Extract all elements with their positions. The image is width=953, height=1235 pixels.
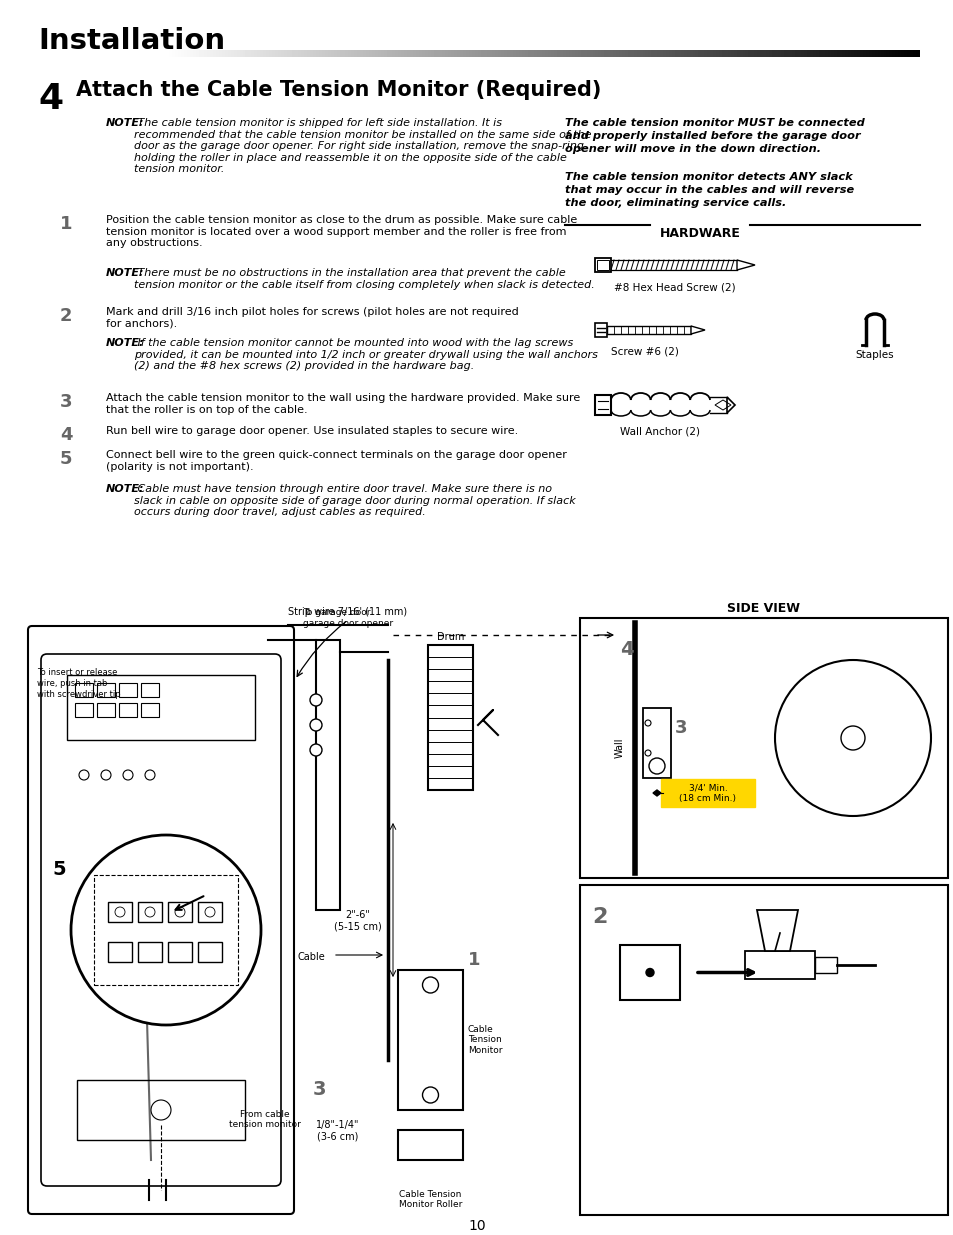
Bar bbox=[138, 902, 162, 923]
Text: The cable tension monitor MUST be connected
and properly installed before the ga: The cable tension monitor MUST be connec… bbox=[564, 119, 863, 154]
Bar bbox=[97, 683, 115, 697]
Text: To garage door: To garage door bbox=[303, 608, 370, 618]
Text: 3: 3 bbox=[675, 719, 687, 737]
Text: The cable tension monitor detects ANY slack
that may occur in the cables and wil: The cable tension monitor detects ANY sl… bbox=[564, 172, 853, 209]
Text: Position the cable tension monitor as close to the drum as possible. Make sure c: Position the cable tension monitor as cl… bbox=[106, 215, 577, 248]
Text: #8 Hex Head Screw (2): #8 Hex Head Screw (2) bbox=[614, 283, 735, 293]
Bar bbox=[397, 969, 462, 1110]
Bar bbox=[642, 708, 670, 778]
Text: NOTE:: NOTE: bbox=[106, 338, 144, 348]
Polygon shape bbox=[757, 910, 797, 951]
Text: 3: 3 bbox=[60, 393, 72, 411]
Circle shape bbox=[71, 835, 261, 1025]
Text: Screw #6 (2): Screw #6 (2) bbox=[611, 347, 679, 357]
Bar bbox=[75, 703, 92, 718]
Text: 3/4' Min.
(18 cm Min.): 3/4' Min. (18 cm Min.) bbox=[679, 783, 736, 803]
Bar bbox=[168, 942, 192, 962]
Bar bbox=[97, 703, 115, 718]
Circle shape bbox=[841, 726, 864, 750]
Polygon shape bbox=[690, 326, 704, 333]
Text: From cable
tension monitor: From cable tension monitor bbox=[229, 1110, 300, 1129]
Circle shape bbox=[310, 743, 322, 756]
Bar bbox=[579, 885, 947, 1215]
Text: HARDWARE: HARDWARE bbox=[659, 227, 740, 240]
Text: Installation: Installation bbox=[38, 27, 225, 56]
Text: 4: 4 bbox=[38, 82, 63, 116]
Circle shape bbox=[310, 694, 322, 706]
Bar bbox=[198, 942, 222, 962]
Text: If the cable tension monitor cannot be mounted into wood with the lag screws
pro: If the cable tension monitor cannot be m… bbox=[133, 338, 598, 372]
Text: 3: 3 bbox=[313, 1079, 326, 1099]
Bar bbox=[94, 876, 237, 986]
Text: 1: 1 bbox=[468, 951, 480, 969]
Text: Mark and drill 3/16 inch pilot holes for screws (pilot holes are not required
fo: Mark and drill 3/16 inch pilot holes for… bbox=[106, 308, 518, 329]
Text: 1: 1 bbox=[60, 215, 72, 233]
Text: 2"-6"
(5-15 cm): 2"-6" (5-15 cm) bbox=[334, 910, 381, 931]
Bar bbox=[619, 945, 679, 1000]
Text: Drum: Drum bbox=[436, 632, 464, 642]
Bar bbox=[141, 683, 159, 697]
Bar bbox=[595, 395, 610, 415]
Bar bbox=[119, 703, 137, 718]
Text: Cable Tension
Monitor Roller: Cable Tension Monitor Roller bbox=[398, 1191, 461, 1209]
Text: NOTE:: NOTE: bbox=[106, 268, 144, 278]
Circle shape bbox=[645, 968, 654, 977]
Bar bbox=[315, 640, 339, 910]
Text: Wall Anchor (2): Wall Anchor (2) bbox=[619, 427, 700, 437]
Text: Attach the Cable Tension Monitor (Required): Attach the Cable Tension Monitor (Requir… bbox=[76, 80, 600, 100]
Text: 10: 10 bbox=[468, 1219, 485, 1233]
Text: The cable tension monitor is shipped for left side installation. It is
recommend: The cable tension monitor is shipped for… bbox=[133, 119, 591, 174]
Text: Strip wire 7/16' (11 mm): Strip wire 7/16' (11 mm) bbox=[288, 606, 407, 618]
Text: To insert or release
wire, push in tab
with screwdriver tip: To insert or release wire, push in tab w… bbox=[37, 668, 120, 699]
Text: garage door opener: garage door opener bbox=[303, 619, 393, 629]
Bar bbox=[595, 258, 610, 272]
Bar bbox=[108, 942, 132, 962]
Text: Run bell wire to garage door opener. Use insulated staples to secure wire.: Run bell wire to garage door opener. Use… bbox=[106, 426, 517, 436]
Bar bbox=[579, 618, 947, 878]
Bar bbox=[75, 683, 92, 697]
Text: 5: 5 bbox=[60, 450, 72, 468]
Polygon shape bbox=[737, 261, 754, 270]
Text: 2: 2 bbox=[592, 906, 607, 927]
Bar bbox=[77, 1079, 245, 1140]
Bar bbox=[595, 324, 606, 337]
Text: NOTE:: NOTE: bbox=[106, 484, 144, 494]
Text: 2: 2 bbox=[60, 308, 72, 325]
Circle shape bbox=[310, 719, 322, 731]
Text: Cable must have tension through entire door travel. Make sure there is no
slack : Cable must have tension through entire d… bbox=[133, 484, 576, 517]
Text: 4: 4 bbox=[60, 426, 72, 445]
Polygon shape bbox=[652, 790, 660, 797]
Bar bbox=[597, 261, 608, 270]
Circle shape bbox=[774, 659, 930, 816]
Text: 1/8"-1/4"
(3-6 cm): 1/8"-1/4" (3-6 cm) bbox=[315, 1120, 359, 1141]
Text: Cable: Cable bbox=[297, 952, 325, 962]
Bar bbox=[744, 951, 814, 979]
Text: Cable
Tension
Monitor: Cable Tension Monitor bbox=[468, 1025, 502, 1055]
Bar bbox=[198, 902, 222, 923]
Text: There must be no obstructions in the installation area that prevent the cable
te: There must be no obstructions in the ins… bbox=[133, 268, 594, 289]
Text: NOTE:: NOTE: bbox=[106, 119, 144, 128]
Text: SIDE VIEW: SIDE VIEW bbox=[727, 601, 800, 615]
Text: 5: 5 bbox=[52, 860, 66, 879]
Polygon shape bbox=[726, 396, 734, 412]
Bar bbox=[814, 957, 836, 973]
Bar bbox=[141, 703, 159, 718]
Bar bbox=[428, 645, 473, 790]
Bar bbox=[168, 902, 192, 923]
Bar bbox=[108, 902, 132, 923]
Bar bbox=[119, 683, 137, 697]
Text: Wall: Wall bbox=[615, 737, 624, 758]
Bar bbox=[67, 676, 254, 740]
Bar bbox=[397, 1130, 462, 1160]
Text: Attach the cable tension monitor to the wall using the hardware provided. Make s: Attach the cable tension monitor to the … bbox=[106, 393, 579, 415]
Text: Staples: Staples bbox=[855, 350, 893, 359]
FancyBboxPatch shape bbox=[660, 779, 754, 806]
Text: 4: 4 bbox=[619, 640, 633, 659]
Text: Connect bell wire to the green quick-connect terminals on the garage door opener: Connect bell wire to the green quick-con… bbox=[106, 450, 566, 472]
Bar bbox=[606, 326, 690, 333]
Bar bbox=[138, 942, 162, 962]
Text: WHT/GRN: WHT/GRN bbox=[181, 877, 229, 887]
